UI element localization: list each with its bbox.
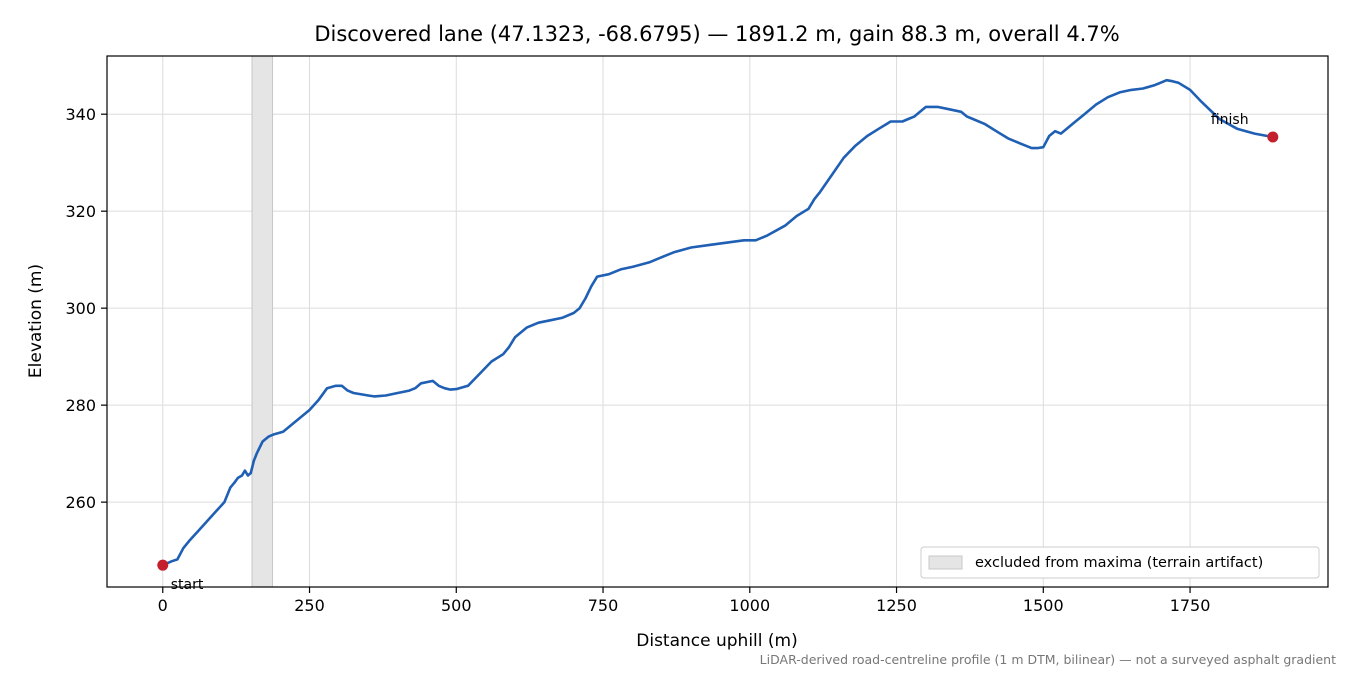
endpoint-markers: start finish — [157, 112, 1279, 593]
y-tick-label: 340 — [65, 105, 96, 124]
y-tick-label: 280 — [65, 396, 96, 415]
excluded-band — [251, 55, 274, 588]
y-tick-label: 300 — [65, 299, 96, 318]
legend: excluded from maxima (terrain artifact) — [920, 546, 1320, 579]
axes-frame — [106, 55, 1329, 588]
x-tick-label: 750 — [588, 596, 619, 615]
x-tick-label: 0 — [158, 596, 168, 615]
elevation-line — [161, 78, 1275, 567]
elevation-series — [161, 78, 1275, 567]
chart-title: Discovered lane (47.1323, -68.6795) — 18… — [314, 22, 1119, 46]
legend-swatch-excluded — [928, 555, 963, 570]
excluded-region-band — [251, 55, 274, 588]
y-tick-label: 320 — [65, 202, 96, 221]
x-tick-label: 1000 — [729, 596, 770, 615]
start-marker — [157, 559, 169, 571]
y-tick-label: 260 — [65, 493, 96, 512]
x-tick-label: 250 — [294, 596, 325, 615]
x-axis-ticks: 0 250 500 750 1000 1250 1500 1750 — [158, 587, 1211, 615]
y-axis-label: Elevation (m) — [26, 264, 46, 378]
legend-label-excluded: excluded from maxima (terrain artifact) — [975, 555, 1263, 571]
plot-background — [107, 56, 1328, 587]
y-axis-ticks: 260 280 300 320 340 — [65, 105, 107, 512]
x-axis-label: Distance uphill (m) — [636, 631, 797, 651]
x-tick-label: 500 — [441, 596, 472, 615]
start-label: start — [171, 577, 204, 593]
plot-frame — [106, 55, 1329, 588]
plot-area — [107, 56, 1328, 587]
gridlines — [107, 56, 1328, 587]
finish-label: finish — [1211, 112, 1249, 128]
x-tick-label: 1250 — [876, 596, 917, 615]
x-tick-label: 1750 — [1170, 596, 1211, 615]
legend-box — [920, 546, 1320, 579]
footnote: LiDAR-derived road-centreline profile (1… — [760, 652, 1336, 667]
x-tick-label: 1500 — [1023, 596, 1064, 615]
finish-marker — [1267, 131, 1279, 143]
